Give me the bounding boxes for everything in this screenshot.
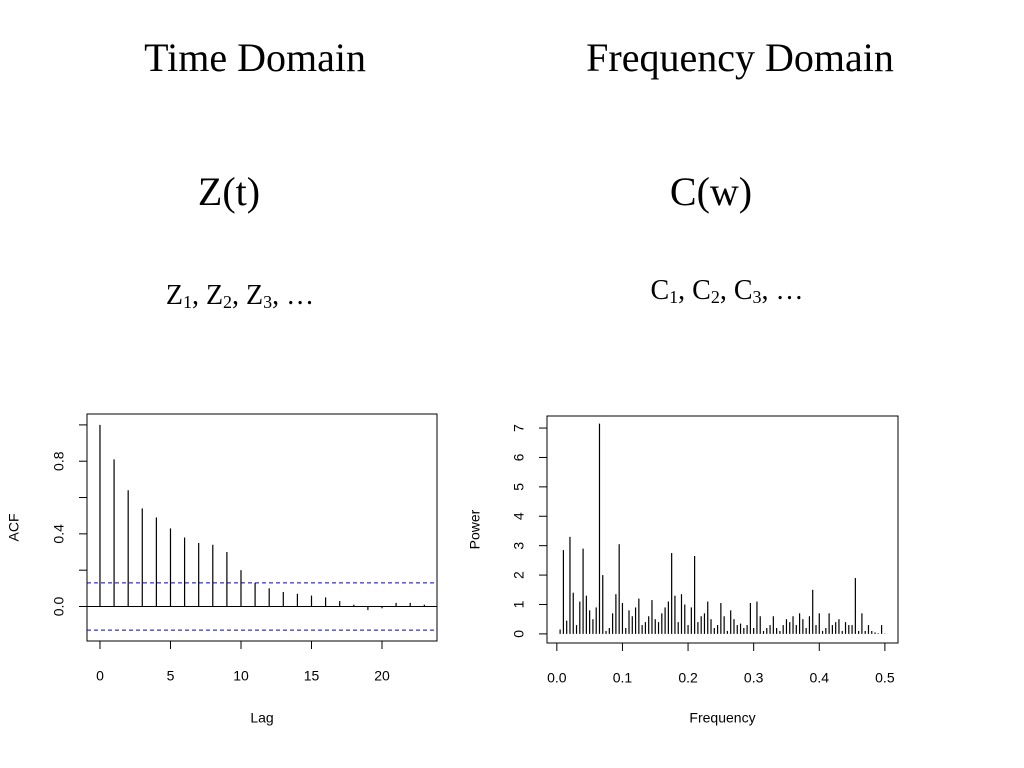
term-index: 1 (669, 287, 678, 307)
y-tick-label: 7 (511, 424, 527, 432)
y-axis-label: ACF (6, 514, 22, 542)
term-index: 3 (263, 292, 272, 312)
x-tick-label: 10 (233, 668, 249, 684)
term-letter: Z (206, 280, 223, 311)
term-separator: , (678, 275, 692, 306)
term-ellipsis: … (286, 280, 314, 311)
term-index: 1 (183, 292, 192, 312)
term-index: 2 (223, 292, 232, 312)
term-index: 3 (753, 287, 762, 307)
y-tick-label: 3 (511, 542, 527, 550)
y-tick-label: 0 (511, 630, 527, 638)
heading-title: Frequency Domain (586, 35, 894, 80)
term-separator: , (720, 275, 734, 306)
heading-function: Z(t) (198, 169, 260, 214)
y-tick-label: 0.0 (51, 597, 67, 617)
term-index: 2 (711, 287, 720, 307)
y-axis-label: Power (467, 509, 483, 549)
y-tick-label: 1 (511, 600, 527, 608)
y-tick-label: 4 (511, 512, 527, 520)
term-separator: , (232, 280, 246, 311)
x-tick-label: 0.4 (810, 670, 830, 686)
term-letter: Z (166, 280, 183, 311)
x-tick-label: 20 (374, 668, 390, 684)
heading-title: Time Domain (144, 35, 366, 80)
term-letter: C (692, 275, 711, 306)
term-letter: C (734, 275, 753, 306)
y-tick-label: 2 (511, 571, 527, 579)
x-tick-label: 0.3 (744, 670, 764, 686)
heading-function: C(w) (670, 169, 752, 214)
x-tick-label: 0.2 (678, 670, 698, 686)
term-letter: C (650, 275, 669, 306)
term-separator: , (192, 280, 206, 311)
y-tick-label: 5 (511, 483, 527, 491)
term-sequence: C1, C2, C3, … (650, 275, 803, 307)
x-tick-label: 0 (96, 668, 104, 684)
term-separator: , (272, 280, 286, 311)
x-tick-label: 0.5 (875, 670, 895, 686)
x-tick-label: 0.1 (613, 670, 633, 686)
y-tick-label: 6 (511, 453, 527, 461)
term-ellipsis: … (776, 275, 804, 306)
term-sequence: Z1, Z2, Z3, … (166, 280, 314, 312)
x-tick-label: 5 (167, 668, 175, 684)
y-tick-label: 0.4 (51, 524, 67, 544)
term-letter: Z (246, 280, 263, 311)
x-axis-label: Lag (250, 710, 273, 726)
x-tick-label: 0.0 (547, 670, 567, 686)
x-tick-label: 15 (304, 668, 320, 684)
term-separator: , (762, 275, 776, 306)
y-tick-label: 0.8 (51, 451, 67, 471)
x-axis-label: Frequency (689, 710, 755, 726)
